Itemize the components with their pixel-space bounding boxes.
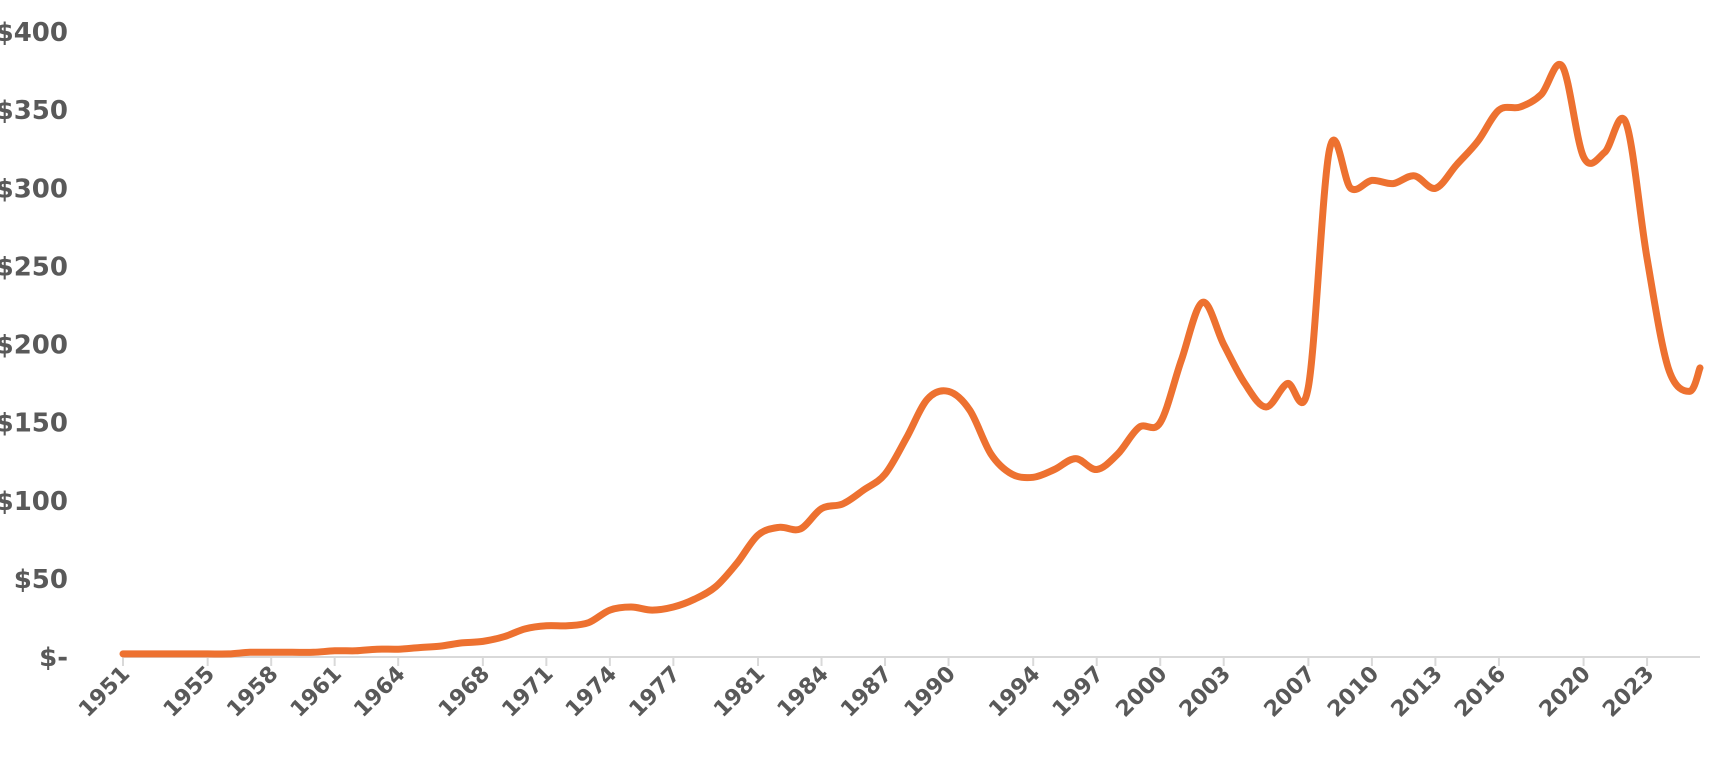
y-tick-label: $400 (0, 18, 68, 48)
x-tick-label: 2013 (1387, 662, 1448, 723)
x-tick-label: 1955 (159, 662, 220, 723)
y-tick-label: $350 (0, 96, 68, 126)
x-tick-label: 1958 (222, 662, 283, 723)
x-axis: 1951 1955 1958 1961 1964 1968 1971 1974 1977 1981… (74, 657, 1659, 723)
x-tick-label: 1987 (836, 662, 897, 723)
x-tick-label: 1994 (984, 662, 1045, 723)
x-tick-label: 2007 (1260, 662, 1321, 723)
x-tick-label: 1968 (434, 662, 495, 723)
x-tick-label: 1974 (561, 662, 622, 723)
x-tick-label: 1997 (1048, 662, 1109, 723)
y-axis: $- $50 $100 $150 $200 $250 $300 $350 $400 (0, 18, 68, 673)
x-tick-label: 2000 (1111, 662, 1172, 723)
x-tick-label: 1984 (773, 662, 834, 723)
x-tick-label: 1964 (349, 662, 410, 723)
y-tick-label: $200 (0, 331, 68, 361)
x-tick-label: 2003 (1175, 662, 1236, 723)
x-tick-label: 2023 (1598, 662, 1659, 723)
x-tick-label: 1990 (900, 662, 961, 723)
series-line (119, 60, 1704, 658)
x-tick-label: 1981 (709, 662, 770, 723)
x-tick-label: 1977 (625, 662, 686, 723)
y-tick-label: $100 (0, 487, 68, 517)
x-tick-label: 1961 (286, 662, 347, 723)
y-tick-label: $- (39, 643, 68, 673)
x-tick-label: 1971 (498, 662, 559, 723)
x-tick-label: 2020 (1535, 662, 1596, 723)
x-tick-label: 1951 (74, 662, 135, 723)
y-tick-label: $300 (0, 174, 68, 204)
x-tick-label: 2010 (1323, 662, 1384, 723)
x-tick-label: 2016 (1450, 662, 1511, 723)
y-tick-label: $50 (14, 565, 68, 595)
y-tick-label: $150 (0, 409, 68, 439)
y-tick-label: $250 (0, 252, 68, 282)
